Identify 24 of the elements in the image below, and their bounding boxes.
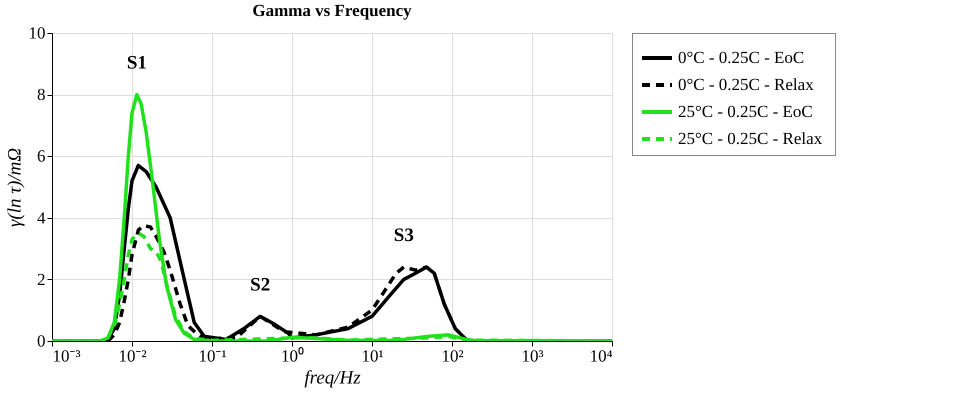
legend-label: 25°C - 0.25C - Relax — [678, 129, 823, 148]
x-axis-title: freq/Hz — [304, 368, 362, 388]
annotation: S1 — [126, 52, 147, 74]
x-tick-label: 10⁻¹ — [198, 346, 227, 366]
y-tick-label: 10 — [28, 24, 46, 42]
legend-label: 0°C - 0.25C - EoC — [678, 48, 804, 67]
y-axis-title: γ(ln τ)/mΩ — [4, 148, 26, 228]
legend-label: 25°C - 0.25C - EoC — [678, 102, 813, 121]
x-tick-label: 10⁴ — [590, 346, 613, 366]
x-tick-label: 10⁰ — [281, 346, 304, 366]
annotation: S3 — [394, 225, 414, 246]
x-tick-label: 10⁻² — [118, 346, 147, 366]
x-tick-label: 10² — [441, 346, 464, 366]
chart-title: Gamma vs Frequency — [252, 1, 412, 20]
x-tick-label: 10⁻³ — [52, 346, 81, 366]
x-tick-label: 10¹ — [361, 346, 384, 366]
y-tick-label: 8 — [37, 85, 46, 104]
y-tick-label: 4 — [37, 208, 46, 228]
y-tick-label: 2 — [37, 270, 46, 289]
x-tick-label: 10³ — [521, 346, 544, 366]
y-tick-label: 6 — [37, 146, 46, 166]
annotation: S2 — [250, 274, 270, 296]
legend-label: 0°C - 0.25C - Relax — [678, 75, 814, 94]
y-tick-label: 0 — [37, 332, 46, 350]
